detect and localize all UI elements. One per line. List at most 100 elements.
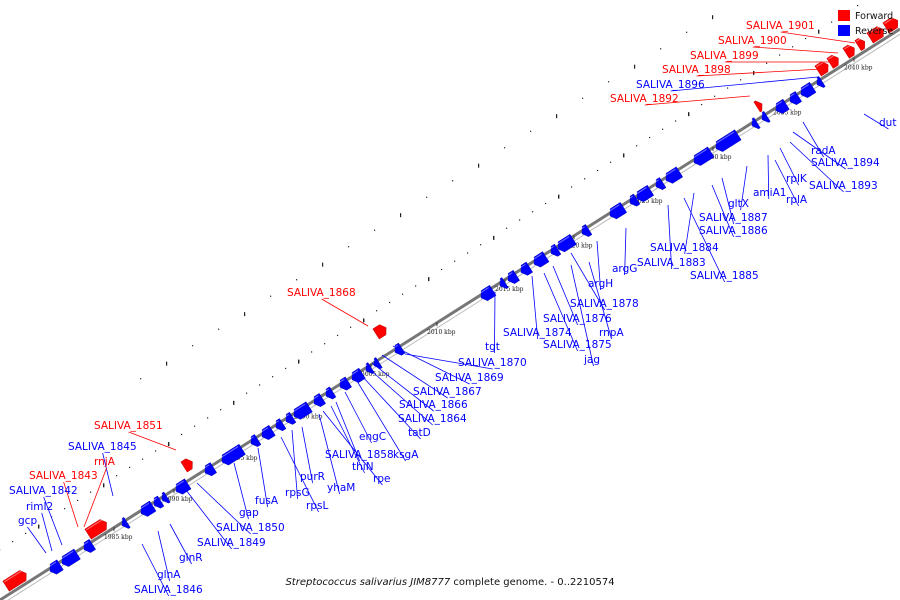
label-leader [531,275,539,340]
label-leader [63,481,79,528]
tick-label: 2010 kbp [427,329,456,336]
track-dot [597,169,599,172]
track-dot [415,285,417,287]
reverse-gene [48,559,64,575]
label-leader [330,405,365,474]
label-leader [360,374,421,440]
track-dot [363,318,365,323]
track-dot [634,64,636,69]
reverse-gene [249,434,262,447]
legend-swatch [838,25,850,36]
track-dot [272,376,274,378]
label-leader [280,436,319,513]
track-dot [220,409,222,411]
label-leader [767,154,770,200]
gene-label: SALIVA_1878 [570,298,639,310]
track-dot [701,103,703,106]
label-leader [102,452,114,497]
reverse-gene [556,233,577,253]
track-dot [688,112,690,117]
gene-label: SALIVA_1886 [699,225,768,237]
track-dot [246,392,248,394]
legend: Forward Reverse [838,10,893,37]
gene-label: SALIVA_1851 [94,420,163,432]
gene-label: radA [811,145,836,157]
label-leader [128,431,177,451]
reverse-gene [479,284,497,301]
label-leader [366,366,433,426]
label-leader [301,426,313,484]
gene-label: SALIVA_1893 [809,180,878,192]
label-leader [696,68,823,77]
reverse-gene [799,81,817,98]
gene-label: rpsL [306,500,328,512]
gene-label: jag [583,354,600,366]
caption-organism: Streptococcus salivarius JIM8777 [285,577,451,588]
forward-gene [2,570,27,592]
label-leader [233,462,249,520]
gene-label: SALIVA_1843 [29,470,98,482]
label-leader [371,362,434,412]
label-leader [381,354,448,399]
gene-label: rnjA [94,456,116,468]
track-dot [727,87,729,89]
track-dot [530,130,532,132]
track-dot [649,136,651,139]
track-dot [311,351,313,353]
reverse-gene [203,462,217,477]
reverse-gene [519,261,533,276]
tick-label: 2035 kbp [773,110,802,117]
label-leader [588,261,612,340]
reverse-gene [635,184,655,203]
track-dot [779,54,781,56]
track-dot [608,81,610,83]
tick-label: 1990 kbp [164,496,193,503]
label-leader [792,131,846,170]
track-dot [504,147,506,149]
gene-label: SALIVA_1900 [718,35,787,47]
reverse-gene [532,251,550,268]
gene-label: tgt [485,341,500,353]
track-dot [712,15,714,20]
label-leader [644,95,751,106]
label-leader [779,147,799,186]
track-dot [142,458,144,460]
track-dot [337,334,339,337]
gene-label: ksgA [393,449,419,461]
reverse-gene [750,117,761,130]
gene-label: SALIVA_1867 [413,386,482,398]
reverse-gene [152,495,165,509]
label-leader [721,177,735,225]
label-leader [552,265,579,326]
track-dot [571,186,573,188]
label-leader [157,530,170,582]
track-dot [233,400,235,405]
tick-label: 2000 kbp [294,414,323,421]
label-leader [684,192,695,255]
reverse-gene [774,98,790,114]
label-leader [570,264,594,367]
track-dot [636,145,638,147]
caption-suffix: complete genome. - 0..2210574 [450,577,615,588]
track-dot [452,180,454,182]
track-dot [740,79,742,81]
tick-label: 2015 kbp [495,286,524,293]
label-leader [863,113,889,130]
track-dot [192,345,194,347]
track-dot [389,301,391,304]
gene-label: SALIVA_1885 [690,270,759,282]
reverse-gene [82,539,96,553]
label-leader [624,227,627,276]
label-leader [344,391,372,444]
reverse-gene [498,277,509,289]
legend-label: Forward [855,11,893,22]
reverse-gene [274,418,287,432]
label-leader [41,512,53,552]
gene-label: fusA [255,495,279,507]
reverse-gene [284,411,297,425]
forward-gene [842,44,855,59]
forward-gene [84,519,107,540]
label-leader [392,345,470,385]
gene-label: thiN [352,461,374,473]
label-leader [321,298,369,327]
